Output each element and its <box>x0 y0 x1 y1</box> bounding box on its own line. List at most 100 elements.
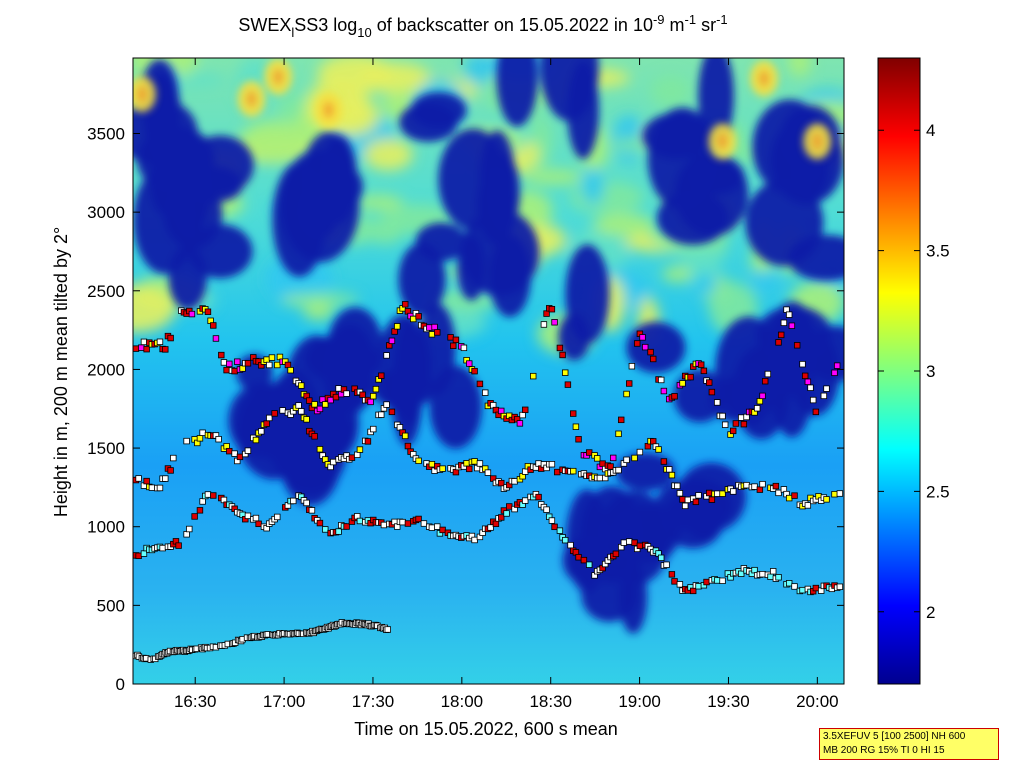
marker-upper <box>543 310 550 317</box>
marker-low <box>303 499 310 507</box>
cloud-blob <box>662 266 692 283</box>
marker-low <box>183 531 190 538</box>
marker-low <box>636 542 644 550</box>
bright-core <box>246 90 257 107</box>
marker-low <box>316 519 324 527</box>
marker-mid <box>402 432 409 440</box>
marker-low <box>434 523 441 530</box>
marker-mid <box>484 469 492 476</box>
marker-low <box>543 506 550 513</box>
x-tick-label: 20:00 <box>796 692 839 711</box>
marker-upper <box>212 335 220 342</box>
marker-low <box>498 514 505 521</box>
marker-upper <box>519 411 526 419</box>
marker-low <box>356 517 364 525</box>
marker-mid <box>471 458 478 465</box>
gap-blob <box>616 452 676 491</box>
marker-mid <box>354 451 361 458</box>
bright-core <box>323 101 334 118</box>
marker-low <box>415 515 422 523</box>
marker-low <box>210 492 217 499</box>
gap-blob <box>626 322 686 373</box>
marker-upper <box>698 361 705 368</box>
cloud-blob <box>788 58 811 77</box>
x-tick-label: 16:30 <box>174 692 217 711</box>
marker-mid <box>303 416 310 423</box>
marker-low <box>404 520 412 527</box>
marker-upper <box>679 380 686 387</box>
colorbar-ticks: 2 2.5 3 3.5 4 <box>878 121 950 622</box>
marker-mid <box>759 480 766 488</box>
bright-core <box>759 70 770 87</box>
y-tick-label: 2000 <box>87 360 125 379</box>
marker-upper <box>359 391 366 398</box>
marker-upper <box>450 342 457 349</box>
marker-low <box>836 583 844 590</box>
marker-mid <box>836 490 844 497</box>
marker-upper <box>738 414 745 421</box>
processing-info-box: 3.5XEFUV 5 [100 2500] NH 600 MB 200 RG 1… <box>819 728 999 760</box>
marker-upper <box>327 396 334 404</box>
marker-upper <box>388 337 396 345</box>
marker-mid <box>775 489 782 497</box>
cloud-blob <box>750 269 778 292</box>
marker-low <box>204 491 212 498</box>
marker-mid <box>804 502 812 509</box>
marker-upper <box>660 387 668 395</box>
marker-mid <box>348 454 356 461</box>
marker-upper <box>220 359 228 366</box>
marker-low <box>612 550 620 558</box>
marker-low <box>562 536 569 544</box>
marker-mid <box>791 492 798 499</box>
marker-upper <box>383 352 390 359</box>
marker-mid <box>295 402 302 409</box>
marker-low <box>690 587 697 595</box>
marker-mid <box>751 483 758 490</box>
cloud-blob <box>265 253 333 304</box>
marker-upper <box>647 348 654 356</box>
marker-upper <box>714 399 721 406</box>
marker-mid <box>415 457 422 465</box>
marker-upper <box>367 398 374 406</box>
marker-upper <box>138 344 145 351</box>
marker-mid <box>615 466 622 474</box>
marker-low <box>631 539 638 546</box>
marker-low <box>175 542 182 549</box>
marker-upper <box>287 367 294 374</box>
y-tick-label: 3500 <box>87 124 125 143</box>
marker-upper <box>639 334 646 341</box>
marker-mid <box>476 460 484 467</box>
marker-low <box>335 528 342 535</box>
colorbar-tick-label: 2 <box>926 603 935 622</box>
marker-low <box>799 586 806 594</box>
marker-mid <box>655 446 662 453</box>
marker-upper <box>785 311 793 318</box>
cloud-blob <box>368 218 404 245</box>
marker-mid <box>695 492 702 499</box>
marker-upper <box>687 373 694 381</box>
marker-mid <box>596 474 604 482</box>
marker-upper <box>618 416 625 424</box>
marker-low <box>308 507 316 514</box>
marker-upper <box>434 329 441 336</box>
marker-upper <box>298 382 305 389</box>
marker-mid <box>316 446 324 453</box>
marker-upper <box>428 331 436 338</box>
cloud-blob <box>240 120 310 161</box>
strong-backscatter-patches <box>133 58 832 160</box>
marker-upper <box>572 423 580 430</box>
marker-upper <box>482 389 489 396</box>
marker-upper <box>231 367 238 375</box>
marker-low <box>471 536 478 544</box>
marker-mid <box>167 467 174 474</box>
marker-mid <box>148 484 156 491</box>
gap-blob <box>476 166 516 246</box>
marker-mid <box>743 481 750 489</box>
cloud-blob <box>133 285 176 333</box>
marker-mid <box>522 468 529 475</box>
marker-upper <box>447 334 454 341</box>
marker-mid <box>196 435 204 442</box>
marker-upper <box>316 405 324 413</box>
marker-mid <box>258 428 265 435</box>
marker-mid <box>631 454 638 462</box>
